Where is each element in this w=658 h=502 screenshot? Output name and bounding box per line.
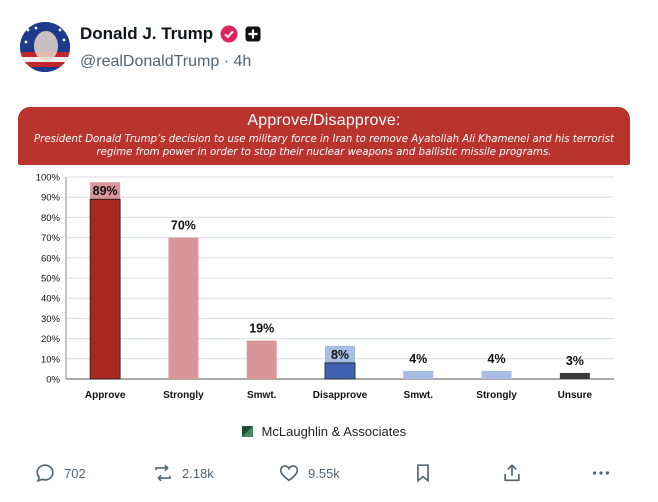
x-tick-label: Approve [85, 390, 126, 401]
repost-count: 2.18k [182, 465, 214, 481]
post-media-image[interactable]: Approve/Disapprove: President Donald Tru… [18, 107, 630, 442]
mclaughlin-logo-icon [241, 425, 253, 437]
x-tick-label: Smwt. [247, 390, 277, 401]
y-tick-label: 70% [41, 233, 61, 244]
share-icon [504, 464, 520, 482]
more-icon [592, 471, 610, 475]
data-label: 3% [566, 354, 584, 368]
x-tick-label: Strongly [476, 390, 517, 401]
chart-subtitle: President Donald Trump’s decision to use… [34, 134, 614, 158]
data-label: 4% [409, 352, 427, 366]
bar-chart: 0% 10% 20% 30% 40% 50% 60% 70% 80% 90% 100% 89% Appr… [36, 173, 614, 401]
bar [168, 237, 199, 379]
heart-icon [279, 465, 299, 482]
reply-icon [36, 464, 54, 483]
y-tick-label: 30% [41, 314, 61, 325]
y-tick-label: 40% [41, 294, 61, 305]
bookmark-icon [417, 464, 429, 483]
x-tick-label: Unsure [558, 390, 593, 401]
bar [403, 370, 434, 379]
avatar[interactable] [20, 22, 70, 72]
repost-icon [155, 464, 171, 482]
handle[interactable]: @realDonaldTrump [80, 53, 220, 70]
like-button[interactable]: 9.55k [278, 462, 340, 484]
reply-button[interactable]: 702 [34, 462, 86, 484]
y-tick-label: 60% [41, 253, 61, 264]
bar [246, 340, 277, 379]
affiliation-badge-icon [245, 26, 261, 42]
data-label-box [90, 182, 121, 200]
bar [324, 362, 356, 380]
verified-badge-icon [220, 25, 238, 43]
chart-banner: Approve/Disapprove: President Donald Tru… [18, 107, 630, 165]
post-actions: 702 2.18k 9.55k [34, 462, 624, 492]
y-tick-label: 0% [46, 375, 60, 386]
bar [89, 198, 121, 380]
handle-row: @realDonaldTrump · 4h [80, 53, 261, 71]
data-label: 89% [93, 184, 118, 198]
y-tick-label: 80% [41, 213, 61, 224]
repost-button[interactable]: 2.18k [152, 462, 214, 484]
data-label: 70% [171, 219, 196, 233]
x-tick-label: Disapprove [313, 390, 368, 401]
post-header: Donald J. Trump @realDonaldTrump · 4h [20, 20, 640, 76]
display-name[interactable]: Donald J. Trump [80, 24, 214, 43]
data-label: 8% [331, 348, 349, 362]
x-tick-label: Strongly [163, 390, 204, 401]
y-tick-label: 50% [41, 274, 61, 285]
y-tick-label: 100% [36, 173, 61, 184]
bar [559, 372, 590, 379]
credit: McLaughlin & Associates [18, 424, 630, 439]
data-label: 4% [488, 352, 506, 366]
y-tick-label: 90% [41, 193, 61, 204]
credit-text: McLaughlin & Associates [261, 424, 407, 439]
data-label: 19% [249, 322, 274, 336]
bookmark-button[interactable] [412, 462, 434, 484]
separator: · [223, 53, 230, 70]
chart-title: Approve/Disapprove: [247, 112, 401, 129]
y-tick-label: 10% [41, 354, 61, 365]
bar [481, 370, 512, 379]
like-count: 9.55k [308, 465, 340, 481]
y-tick-label: 20% [41, 334, 61, 345]
author-block: Donald J. Trump @realDonaldTrump · 4h [80, 24, 261, 71]
reply-count: 702 [64, 465, 86, 481]
data-label-box [325, 345, 355, 363]
x-tick-label: Smwt. [404, 390, 434, 401]
share-button[interactable] [501, 462, 523, 484]
post-time[interactable]: 4h [233, 53, 252, 70]
more-button[interactable] [590, 462, 612, 484]
